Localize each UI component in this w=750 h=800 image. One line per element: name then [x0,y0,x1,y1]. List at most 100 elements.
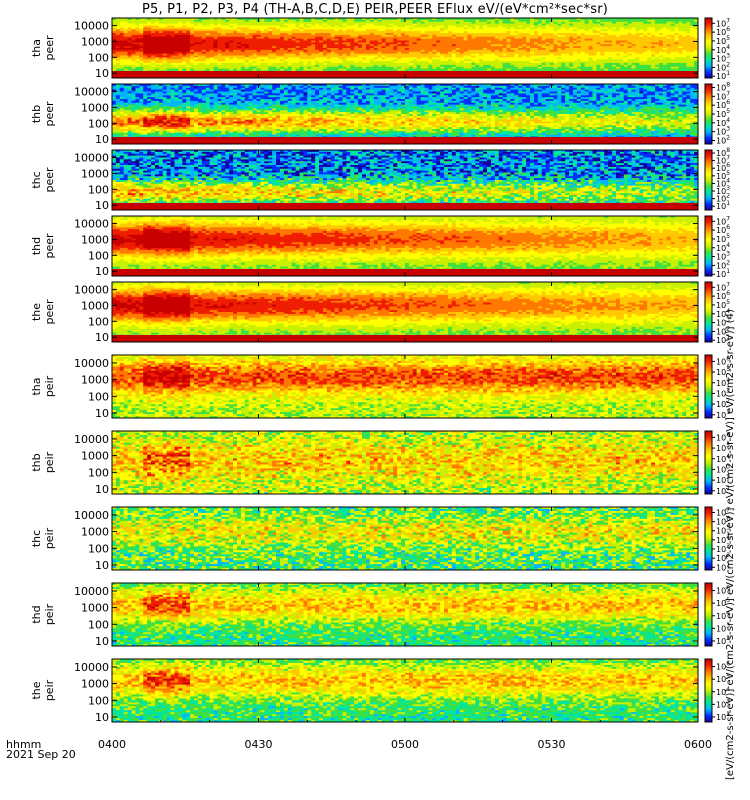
spectrogram-cell [537,59,543,62]
spectrogram-cell [569,44,574,47]
spectrogram-cell [608,38,613,42]
spectrogram-cell [561,25,566,28]
spectrogram-cell [666,61,672,64]
spectrogram-cell [440,38,445,42]
spectrogram-cell [127,57,133,60]
spectrogram-cell [561,36,566,40]
spectrogram-cell [154,19,160,23]
spectrogram-cell [405,66,410,70]
spectrogram-cell [612,34,617,38]
spectrogram-cell [342,38,347,42]
spectrogram-cell [397,36,402,40]
spectrogram-cell [635,38,640,42]
spectrogram-cell [158,31,164,34]
spectrogram-cell [455,48,461,51]
spectrogram-cell [447,27,453,30]
spectrogram-cell [362,23,367,27]
spectrogram-cell [162,49,168,53]
spectrogram-cell [362,29,367,32]
spectrogram-cell [510,53,515,57]
spectrogram-cell [291,68,297,72]
spectrogram-cell [572,38,578,42]
spectrogram-cell [487,46,492,49]
spectrogram-cell [119,64,125,68]
spectrogram-cell [221,42,226,45]
spectrogram-cell [612,42,617,45]
spectrogram-cell [303,48,308,51]
spectrogram-cell [174,64,180,68]
spectrogram-cell [201,29,207,32]
spectrogram-cell [545,63,551,66]
spectrogram-cell [311,59,316,62]
spectrogram-cell [381,49,387,53]
spectrogram-cell [526,23,531,27]
spectrogram-cell [276,19,281,23]
spectrogram-cell [682,48,687,51]
spectrogram-cell [295,38,301,42]
spectrogram-cell [565,38,570,42]
spectrogram-cell [119,134,125,138]
spectrogram-cell [694,25,698,28]
spectrogram-cell [151,44,156,47]
spectrogram-cell [541,53,547,57]
spectrogram-cell [197,19,203,23]
spectrogram-cell [408,29,414,32]
spectrogram-cell [666,19,672,23]
spectrogram-cell [397,48,402,51]
spectrogram-cell [162,23,168,27]
spectrogram-cell [643,53,648,57]
spectrogram-cell [490,18,496,21]
spectrogram-cell [510,19,515,23]
spectrogram-cell [494,64,500,68]
spectrogram-cell [248,40,254,43]
spectrogram-cell [252,19,258,23]
spectrogram-cell [608,27,613,30]
spectrogram-cell [151,38,156,42]
spectrogram-cell [459,40,465,43]
spectrogram-cell [365,66,371,70]
spectrogram-cell [119,51,125,55]
spectrogram-cell [377,55,383,58]
spectrogram-cell [319,55,324,58]
spectrogram-cell [553,40,558,43]
spectrogram-cell [115,59,121,62]
spectrogram-cell [651,36,656,40]
spectrogram-cell [338,64,344,68]
spectrogram-cell [436,18,441,21]
spectrogram-cell [260,27,265,30]
spectrogram-cell [463,38,469,42]
spectrogram-cell [190,40,195,43]
spectrogram-cell [319,40,324,43]
spectrogram-cell [123,89,129,93]
spectrogram-cell [655,38,660,42]
spectrogram-cell [225,57,230,60]
spectrogram-cell [272,49,277,53]
spectrogram-cell [596,18,601,21]
spectrogram-cell [686,44,691,47]
spectrogram-cell [576,40,582,43]
spectrogram-cell [229,46,234,49]
spectrogram-cell [557,68,562,72]
spectrogram-cell [112,93,117,96]
spectrogram-cell [545,25,551,28]
spectrogram-cell [690,18,695,21]
spectrogram-cell [584,64,590,68]
spectrogram-cell [319,51,324,55]
spectrogram-cell [112,85,117,89]
spectrogram-cell [471,23,476,27]
spectrogram-cell [350,27,355,30]
spectrogram-cell [631,66,637,70]
spectrogram-cell [260,19,265,23]
spectrogram-cell [600,21,605,25]
spectrogram-cell [506,51,512,55]
spectrogram-cell [158,53,164,57]
spectrogram-cell [268,64,273,68]
spectrogram-cell [401,51,406,55]
spectrogram-cell [619,68,625,72]
spectrogram-cell [541,68,547,72]
spectrogram-cell [608,61,613,64]
spectrogram-cell [592,34,598,38]
spectrogram-cell [311,64,316,68]
spectrogram-cell [612,19,617,23]
spectrogram-cell [514,66,519,70]
